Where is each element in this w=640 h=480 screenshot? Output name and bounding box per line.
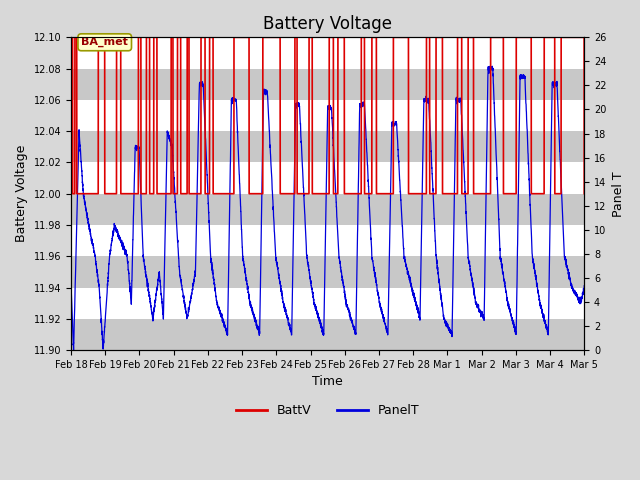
Bar	[71, 256, 584, 288]
Y-axis label: Panel T: Panel T	[612, 171, 625, 216]
Legend: BattV, PanelT: BattV, PanelT	[231, 399, 424, 422]
Bar	[71, 225, 584, 256]
Bar	[71, 37, 584, 69]
Bar	[71, 100, 584, 131]
Bar	[71, 288, 584, 319]
Title: Battery Voltage: Battery Voltage	[263, 15, 392, 33]
X-axis label: Time: Time	[312, 375, 343, 388]
Bar	[71, 162, 584, 194]
Text: BA_met: BA_met	[81, 37, 128, 48]
Bar	[71, 131, 584, 162]
Y-axis label: Battery Voltage: Battery Voltage	[15, 145, 28, 242]
Bar	[71, 194, 584, 225]
Bar	[71, 319, 584, 350]
Bar	[71, 69, 584, 100]
